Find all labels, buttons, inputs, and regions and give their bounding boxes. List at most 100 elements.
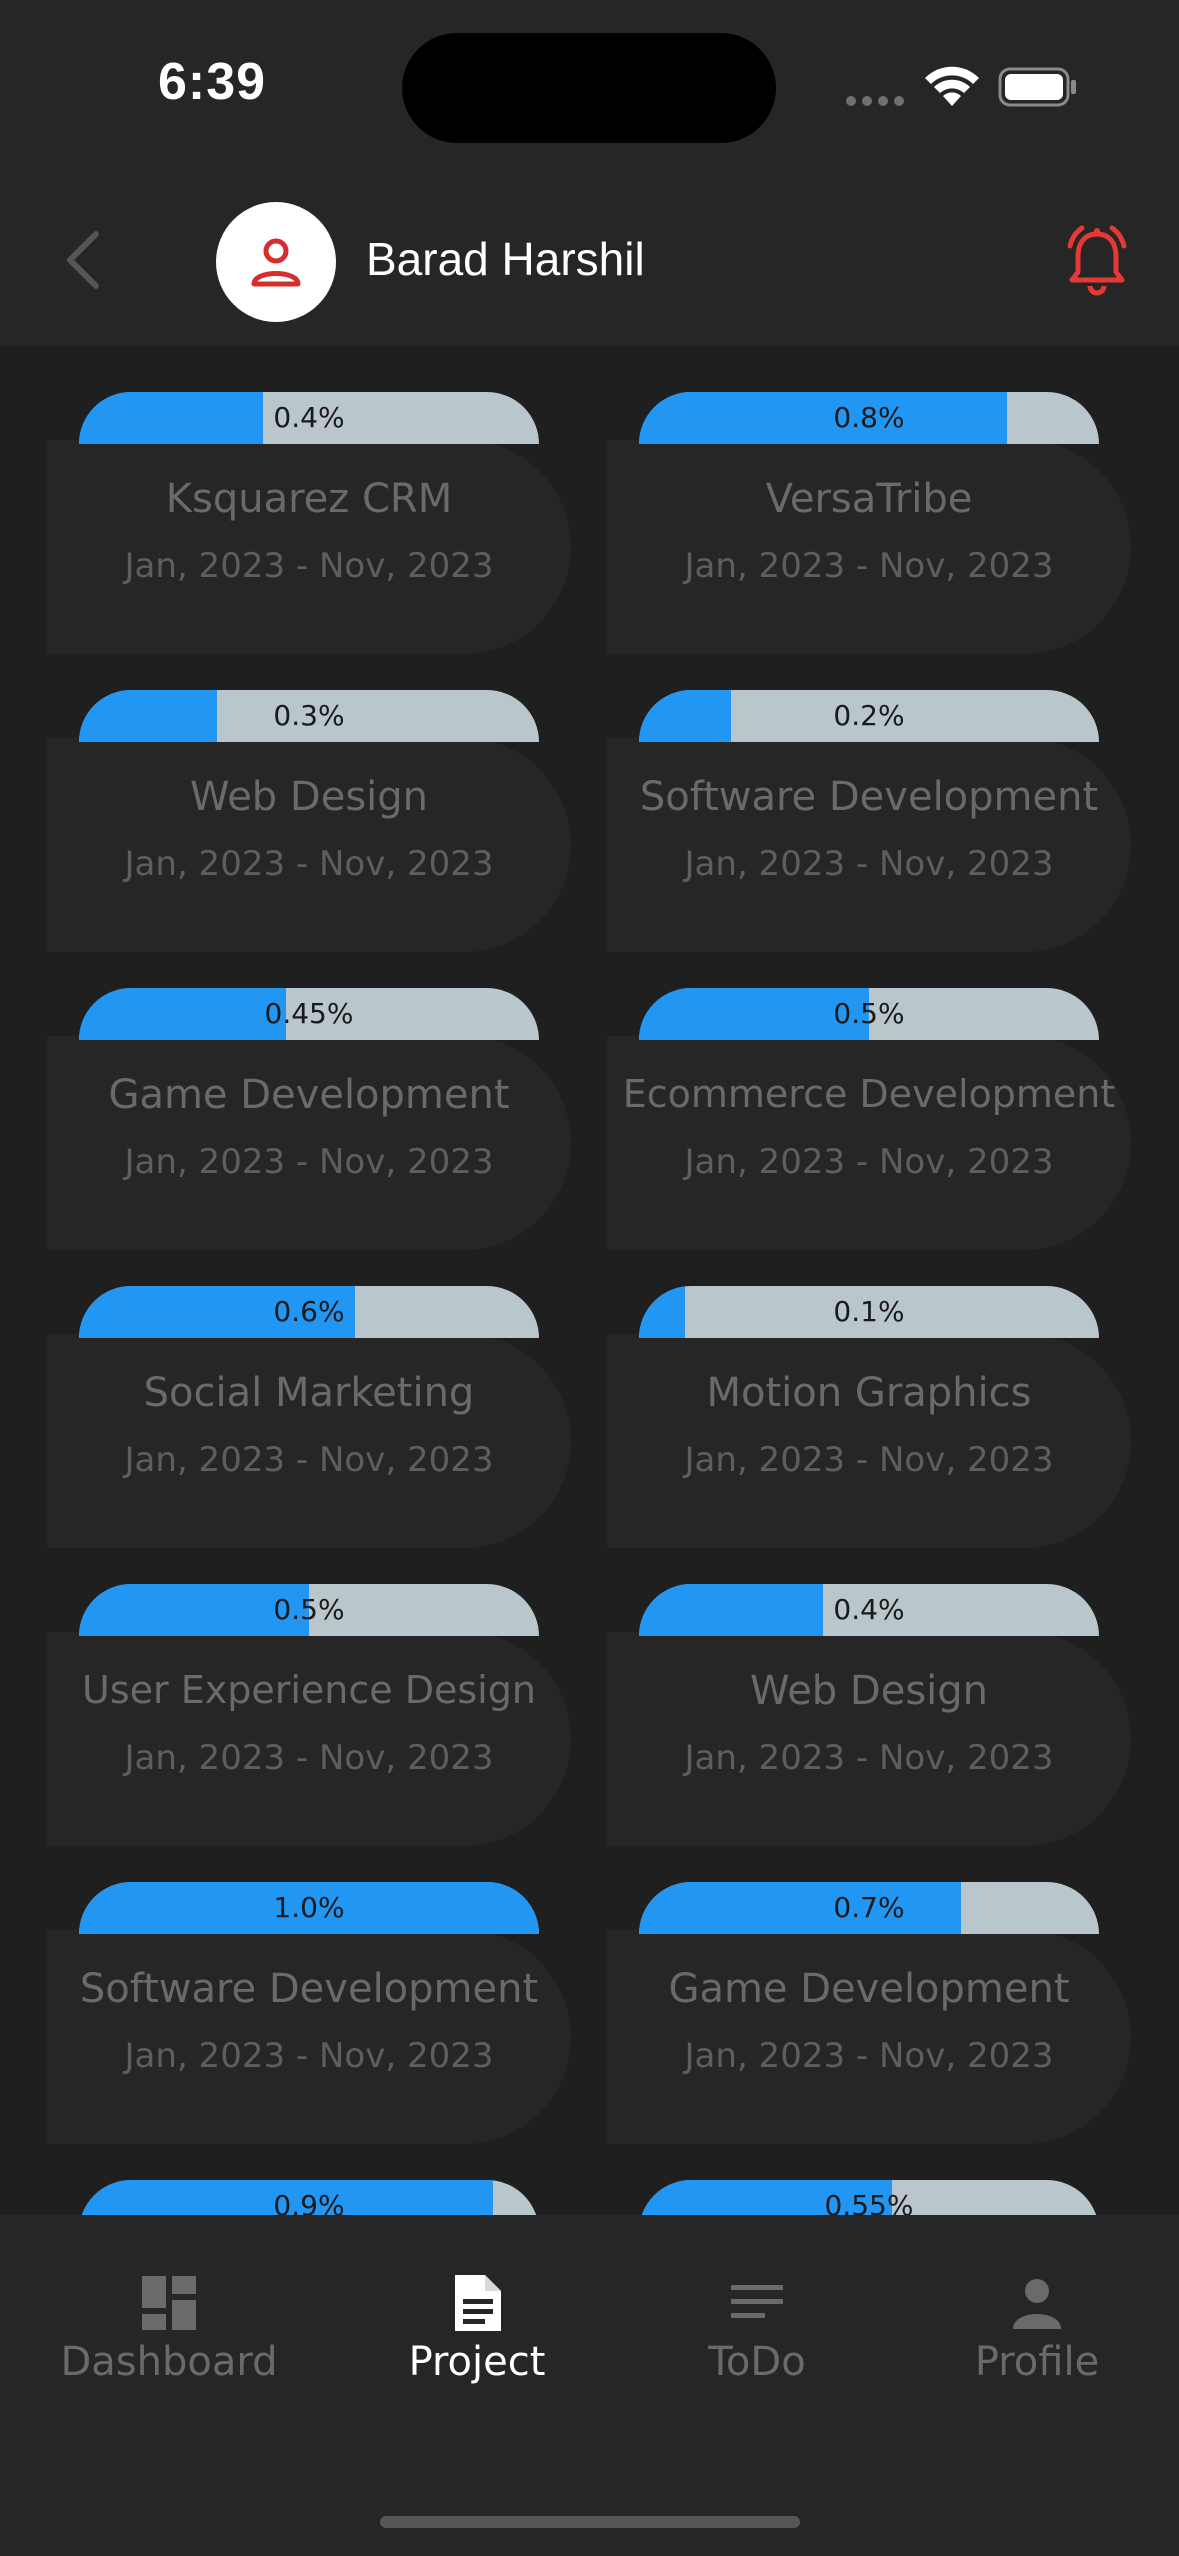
progress-bar: 0.9%: [79, 2180, 539, 2215]
progress-label: 0.2%: [833, 699, 905, 732]
progress-fill: [639, 2180, 892, 2215]
home-indicator: [380, 2516, 800, 2528]
progress-label: 0.4%: [833, 1593, 905, 1626]
project-title: Game Development: [108, 1072, 510, 1118]
avatar[interactable]: [216, 202, 336, 322]
progress-label: 0.3%: [273, 699, 345, 732]
back-chevron-icon[interactable]: [60, 228, 108, 292]
progress-bar: 0.3%: [79, 690, 539, 742]
project-dates: Jan, 2023 - Nov, 2023: [684, 1738, 1054, 1778]
progress-fill: [79, 1286, 355, 1338]
project-dates: Jan, 2023 - Nov, 2023: [124, 844, 494, 884]
nav-project[interactable]: Project: [357, 2273, 597, 2385]
progress-fill: [639, 392, 1007, 444]
project-grid: 0.4% Ksquarez CRM Jan, 2023 - Nov, 2023 …: [0, 346, 1179, 2215]
project-title: Web Design: [189, 774, 429, 820]
project-title: Software Development: [639, 774, 1099, 820]
card-body: [607, 1930, 1131, 2144]
progress-label: 0.7%: [833, 1891, 905, 1924]
progress-label: 0.4%: [273, 401, 345, 434]
project-title: Social Marketing: [143, 1370, 475, 1416]
project-card[interactable]: 0.45% Game Development Jan, 2023 - Nov, …: [47, 988, 571, 1250]
nav-todo-label: ToDo: [708, 2339, 806, 2385]
progress-label: 0.5%: [833, 997, 905, 1030]
progress-fill: [639, 988, 869, 1040]
card-body: [607, 1036, 1131, 1250]
card-body: [607, 1632, 1131, 1846]
card-body: [607, 738, 1131, 952]
progress-label: 0.6%: [273, 1295, 345, 1328]
project-dates: Jan, 2023 - Nov, 2023: [684, 1142, 1054, 1182]
card-body: [47, 1632, 571, 1846]
project-card[interactable]: 0.2% Software Development Jan, 2023 - No…: [607, 690, 1131, 952]
progress-label: 0.9%: [273, 2189, 345, 2215]
progress-label: 0.45%: [264, 997, 354, 1030]
nav-todo[interactable]: ToDo: [637, 2273, 877, 2385]
project-card[interactable]: 0.1% Motion Graphics Jan, 2023 - Nov, 20…: [607, 1286, 1131, 1548]
progress-bar: 0.7%: [639, 1882, 1099, 1934]
progress-label: 0.5%: [273, 1593, 345, 1626]
project-card[interactable]: 0.8% VersaTribe Jan, 2023 - Nov, 2023: [607, 392, 1131, 654]
project-card[interactable]: 0.5% Ecommerce Development Jan, 2023 - N…: [607, 988, 1131, 1250]
progress-fill: [79, 988, 286, 1040]
progress-bar: 0.2%: [639, 690, 1099, 742]
nav-profile[interactable]: Profile: [917, 2273, 1157, 2385]
project-card[interactable]: 0.3% Web Design Jan, 2023 - Nov, 2023: [47, 690, 571, 952]
project-title: Software Development: [79, 1966, 539, 2012]
project-title: VersaTribe: [765, 476, 973, 522]
project-card[interactable]: 0.9%: [47, 2180, 571, 2215]
person-icon: [1013, 2279, 1061, 2329]
project-dates: Jan, 2023 - Nov, 2023: [684, 1440, 1054, 1480]
project-dates: Jan, 2023 - Nov, 2023: [124, 1142, 494, 1182]
nav-project-label: Project: [408, 2339, 546, 2385]
card-body: [607, 440, 1131, 654]
app-header: Barad Harshil: [0, 180, 1179, 346]
card-body: [47, 738, 571, 952]
progress-label: 0.8%: [833, 401, 905, 434]
wifi-icon: [925, 66, 979, 106]
progress-bar: 0.5%: [79, 1584, 539, 1636]
project-card[interactable]: 0.4% Ksquarez CRM Jan, 2023 - Nov, 2023: [47, 392, 571, 654]
nav-dashboard[interactable]: Dashboard: [49, 2273, 289, 2385]
person-outline-icon: [251, 238, 301, 287]
progress-fill: [639, 1584, 823, 1636]
project-dates: Jan, 2023 - Nov, 2023: [124, 1440, 494, 1480]
card-body: [47, 440, 571, 654]
list-icon: [731, 2285, 783, 2318]
progress-fill: [79, 392, 263, 444]
progress-label: 0.55%: [824, 2189, 914, 2215]
cellular-signal-icon: [846, 96, 904, 106]
project-card[interactable]: 0.4% Web Design Jan, 2023 - Nov, 2023: [607, 1584, 1131, 1846]
project-title: Ecommerce Development: [622, 1072, 1116, 1116]
status-time: 6:39: [158, 53, 267, 111]
nav-dashboard-label: Dashboard: [60, 2339, 278, 2385]
progress-bar: 0.4%: [79, 392, 539, 444]
progress-bar: 0.8%: [639, 392, 1099, 444]
project-card[interactable]: 0.55%: [607, 2180, 1131, 2215]
status-bar: 6:39: [0, 0, 1179, 180]
dashboard-icon: [142, 2276, 196, 2330]
project-title: User Experience Design: [82, 1668, 536, 1712]
notification-bell-icon[interactable]: [1062, 224, 1132, 298]
project-card[interactable]: 0.7% Game Development Jan, 2023 - Nov, 2…: [607, 1882, 1131, 2144]
project-card[interactable]: 1.0% Software Development Jan, 2023 - No…: [47, 1882, 571, 2144]
battery-icon: [998, 67, 1076, 107]
project-dates: Jan, 2023 - Nov, 2023: [684, 2036, 1054, 2076]
progress-bar: 0.55%: [639, 2180, 1099, 2215]
project-card[interactable]: 0.6% Social Marketing Jan, 2023 - Nov, 2…: [47, 1286, 571, 1548]
project-dates: Jan, 2023 - Nov, 2023: [684, 546, 1054, 586]
card-body: [47, 1036, 571, 1250]
bottom-navigation: Dashboard Project ToDo Profile: [0, 2215, 1179, 2556]
progress-bar: 0.5%: [639, 988, 1099, 1040]
card-body: [47, 1930, 571, 2144]
card-body: [607, 1334, 1131, 1548]
progress-fill: [79, 1584, 309, 1636]
project-card[interactable]: 0.5% User Experience Design Jan, 2023 - …: [47, 1584, 571, 1846]
document-icon: [455, 2275, 501, 2331]
project-title: Game Development: [668, 1966, 1070, 2012]
progress-label: 1.0%: [273, 1891, 345, 1924]
progress-fill: [79, 1882, 539, 1934]
user-name: Barad Harshil: [366, 233, 645, 285]
project-dates: Jan, 2023 - Nov, 2023: [684, 844, 1054, 884]
progress-bar: 0.45%: [79, 988, 539, 1040]
